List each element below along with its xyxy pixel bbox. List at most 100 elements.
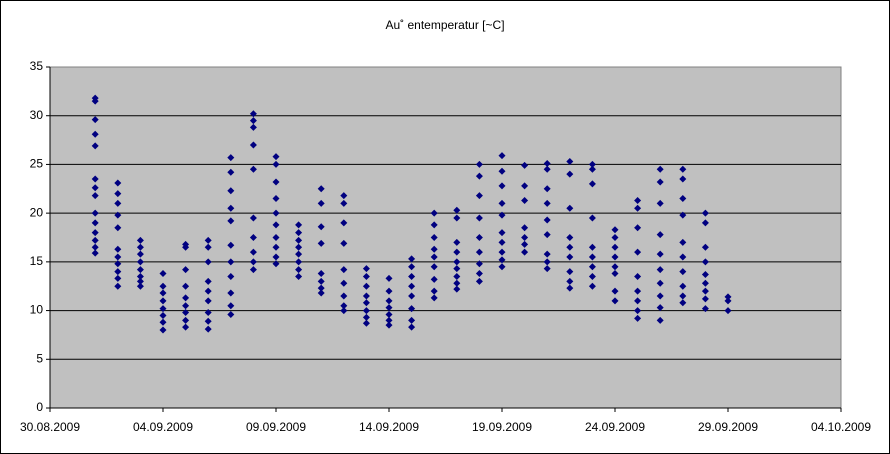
point	[701, 295, 709, 303]
point	[588, 160, 596, 168]
point	[91, 184, 99, 192]
x-tick-label: 09.09.2009	[246, 420, 306, 434]
point	[249, 117, 257, 125]
point	[204, 287, 212, 295]
point	[249, 234, 257, 241]
point	[611, 243, 619, 251]
point	[182, 282, 190, 290]
point	[317, 277, 325, 285]
point	[566, 170, 574, 178]
point	[566, 268, 574, 276]
point	[543, 231, 551, 239]
point	[317, 289, 325, 297]
point	[521, 248, 529, 256]
point	[136, 258, 144, 266]
point	[475, 260, 483, 268]
point	[340, 279, 348, 287]
point	[566, 204, 574, 212]
point	[182, 266, 190, 274]
point	[724, 307, 732, 315]
point	[656, 292, 664, 300]
point	[679, 282, 687, 290]
point	[656, 199, 664, 207]
point	[611, 226, 619, 234]
point	[430, 221, 438, 229]
point	[498, 211, 506, 219]
point	[408, 323, 416, 331]
point	[566, 234, 574, 241]
point	[159, 311, 167, 319]
y-tick-label: 35	[30, 59, 44, 73]
point	[453, 214, 461, 222]
x-tick-label: 29.09.2009	[698, 420, 758, 434]
point	[204, 317, 212, 325]
point	[656, 266, 664, 274]
point	[204, 258, 212, 266]
point	[340, 219, 348, 227]
point	[430, 234, 438, 241]
point	[340, 239, 348, 247]
point	[249, 123, 257, 131]
point	[136, 236, 144, 244]
point	[227, 204, 235, 212]
point	[182, 294, 190, 302]
point	[91, 116, 99, 124]
point	[679, 299, 687, 307]
point	[272, 153, 280, 161]
point	[498, 263, 506, 271]
point	[362, 307, 370, 315]
point	[679, 292, 687, 300]
x-tick-label: 30.08.2009	[20, 420, 80, 434]
point	[701, 219, 709, 227]
point	[272, 209, 280, 217]
point	[227, 258, 235, 266]
point	[588, 165, 596, 173]
point	[362, 313, 370, 321]
point	[295, 229, 303, 237]
point	[340, 192, 348, 200]
point	[362, 299, 370, 307]
point	[227, 302, 235, 310]
point	[588, 263, 596, 271]
point	[701, 305, 709, 313]
point	[227, 310, 235, 318]
point	[408, 255, 416, 263]
x-tick-label: 04.09.2009	[133, 420, 193, 434]
point	[453, 279, 461, 287]
point	[182, 243, 190, 251]
point	[182, 309, 190, 317]
point	[204, 325, 212, 333]
point	[430, 245, 438, 253]
point	[385, 287, 393, 295]
point	[475, 160, 483, 168]
point	[136, 243, 144, 251]
x-tick-label: 19.09.2009	[472, 420, 532, 434]
point	[295, 236, 303, 244]
point	[362, 265, 370, 273]
point	[634, 287, 642, 295]
point	[227, 217, 235, 225]
point	[498, 248, 506, 256]
point	[362, 319, 370, 327]
point	[362, 292, 370, 300]
point	[340, 266, 348, 274]
y-tick-label: 25	[30, 157, 44, 171]
point	[159, 318, 167, 326]
point	[521, 234, 529, 241]
point	[679, 238, 687, 246]
point	[566, 253, 574, 261]
y-tick-label: 30	[30, 108, 44, 122]
point	[408, 282, 416, 290]
point	[656, 165, 664, 173]
point	[91, 175, 99, 183]
point	[114, 268, 122, 276]
point	[159, 297, 167, 305]
point	[498, 199, 506, 207]
point	[566, 158, 574, 166]
point	[385, 310, 393, 318]
point	[91, 249, 99, 257]
point	[385, 321, 393, 329]
point	[656, 304, 664, 312]
x-tick-label: 14.09.2009	[359, 420, 419, 434]
point	[408, 316, 416, 324]
